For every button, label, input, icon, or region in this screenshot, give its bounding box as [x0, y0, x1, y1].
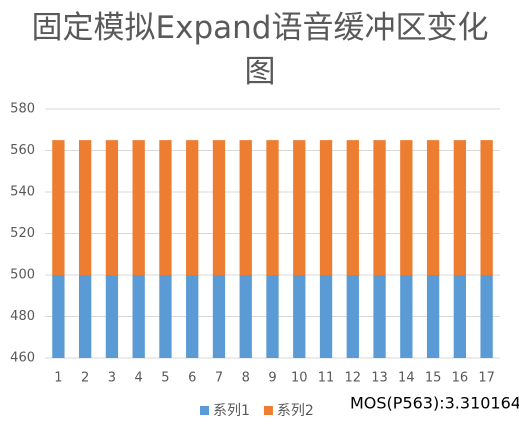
bar-segment — [400, 275, 413, 358]
bar-segment — [319, 140, 333, 275]
y-tick-label: 580 — [10, 102, 35, 117]
bar-segment — [132, 140, 145, 275]
bar-segment — [346, 275, 359, 358]
bar-segment — [293, 140, 306, 275]
y-tick-label: 480 — [10, 309, 35, 324]
bar-segment — [346, 140, 359, 275]
bar-segment — [373, 275, 386, 358]
bar-segment — [212, 140, 226, 275]
chart-title: 固定模拟Expand语音缓冲区变化图 — [31, 10, 489, 90]
bar-segment — [453, 275, 467, 358]
x-tick-label: 16 — [452, 371, 469, 386]
x-tick-label: 13 — [371, 371, 388, 386]
x-tick-label: 12 — [345, 371, 362, 386]
x-tick-label: 2 — [81, 371, 89, 386]
x-tick-label: 5 — [161, 371, 169, 386]
bar-segment — [78, 140, 92, 275]
bar-segment — [293, 275, 306, 358]
legend-swatch — [263, 406, 273, 415]
bar-segment — [266, 140, 279, 275]
bar-segment — [400, 140, 413, 275]
y-tick-label: 560 — [10, 143, 35, 158]
y-tick-label: 460 — [10, 351, 35, 366]
x-tick-label: 3 — [108, 371, 116, 386]
y-tick-label: 520 — [10, 226, 35, 241]
bar-segment — [78, 275, 92, 358]
legend-label: 系列2 — [277, 403, 314, 419]
y-tick-label: 540 — [10, 185, 35, 200]
x-tick-label: 10 — [291, 371, 308, 386]
x-tick-label: 15 — [425, 371, 442, 386]
bar-segment — [480, 140, 493, 275]
bar-segment — [453, 140, 467, 275]
bar-segment — [266, 275, 279, 358]
bar-segment — [239, 140, 252, 275]
x-tick-label: 8 — [242, 371, 250, 386]
x-tick-label: 7 — [215, 371, 223, 386]
bar-segment — [373, 140, 386, 275]
bar-segment — [212, 275, 226, 358]
x-tick-label: 11 — [318, 371, 335, 386]
bar-segment — [319, 275, 333, 358]
legend-swatch — [200, 406, 209, 415]
x-tick-label: 17 — [478, 371, 495, 386]
bar-segment — [105, 275, 119, 358]
bar-segment — [480, 275, 493, 358]
bar-segment — [159, 140, 172, 275]
bar-segment — [426, 275, 440, 358]
bar-segment — [52, 140, 65, 275]
annotation: MOS(P563):3.310164 — [350, 394, 519, 413]
bar-segment — [186, 275, 199, 358]
bar-segment — [186, 140, 199, 275]
bar-segment — [52, 275, 65, 358]
bar-segment — [132, 275, 145, 358]
bar-segment — [105, 140, 119, 275]
x-tick-label: 4 — [135, 371, 143, 386]
x-tick-label: 1 — [54, 371, 62, 386]
bar-segment — [239, 275, 252, 358]
legend-label: 系列1 — [213, 403, 250, 419]
x-tick-label: 9 — [268, 371, 276, 386]
y-tick-label: 500 — [10, 268, 35, 283]
x-tick-label: 6 — [188, 371, 196, 386]
bar-segment — [159, 275, 172, 358]
x-tick-label: 14 — [398, 371, 415, 386]
bar-segment — [426, 140, 440, 275]
